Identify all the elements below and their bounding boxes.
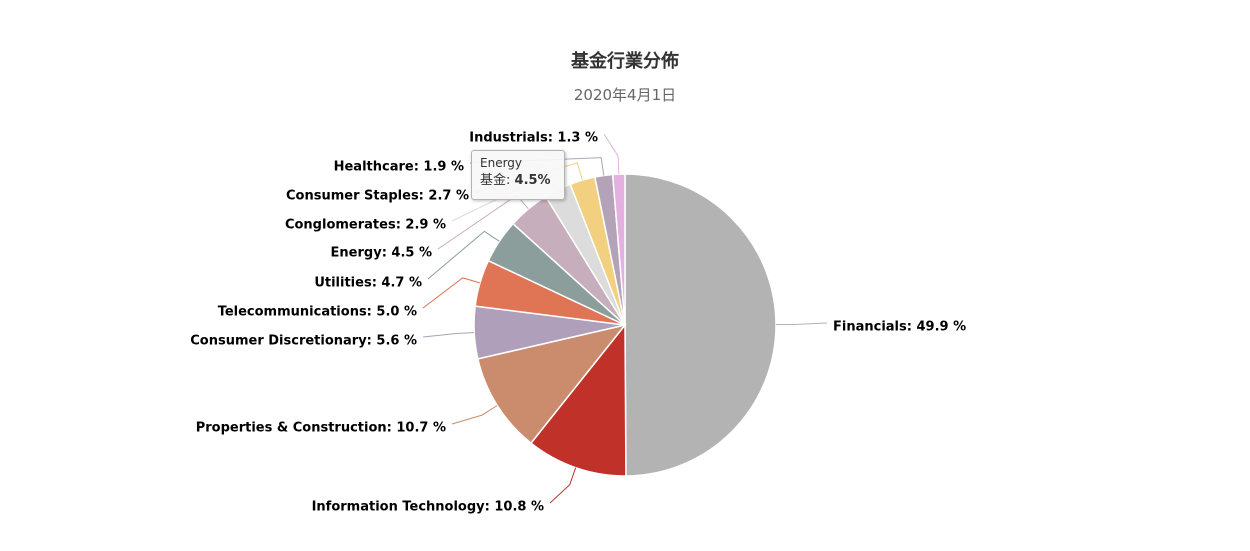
slice-label-telecommunications: Telecommunications: 5.0 % bbox=[218, 305, 417, 320]
slice-labels: Financials: 49.9 % Information Technology… bbox=[190, 131, 966, 515]
tooltip-value: 4.5% bbox=[514, 173, 551, 188]
slice-label-information-technology: Information Technology: 10.8 % bbox=[312, 500, 544, 515]
slice-label-consumer-discretionary: Consumer Discretionary: 5.6 % bbox=[190, 334, 417, 349]
connector-telecommunications bbox=[422, 277, 481, 309]
slice-label-properties-and-construction: Properties & Construction: 10.7 % bbox=[196, 421, 446, 436]
tooltip-row: 基金: 4.5% bbox=[480, 173, 551, 188]
connector-information-technology bbox=[549, 467, 577, 504]
pie-slice-information-technology[interactable] bbox=[529, 322, 627, 477]
tooltip-series-name: 基金 bbox=[480, 173, 507, 188]
connector-utilities bbox=[427, 230, 500, 280]
connector-properties-and-construction bbox=[451, 405, 498, 425]
chart-tooltip: Energy 基金: 4.5% bbox=[471, 150, 565, 200]
slice-label-healthcare: Healthcare: 1.9 % bbox=[334, 160, 464, 175]
slice-label-utilities: Utilities: 4.7 % bbox=[314, 276, 422, 291]
chart-title: 基金行業分佈 bbox=[570, 50, 679, 72]
connector-consumer-discretionary bbox=[422, 332, 475, 338]
pie-slice-financials[interactable] bbox=[624, 173, 777, 477]
chart-subtitle: 2020年4月1日 bbox=[574, 86, 676, 104]
slice-label-financials: Financials: 49.9 % bbox=[833, 320, 966, 335]
slice-label-consumer-staples: Consumer Staples: 2.7 % bbox=[286, 189, 469, 204]
tooltip-point-name: Energy bbox=[480, 156, 523, 170]
connector-industrials bbox=[603, 133, 620, 175]
slice-label-industrials: Industrials: 1.3 % bbox=[469, 131, 598, 146]
slice-label-conglomerates: Conglomerates: 2.9 % bbox=[285, 218, 446, 233]
slice-label-energy: Energy: 4.5 % bbox=[331, 246, 432, 261]
connector-financials bbox=[775, 322, 828, 326]
pie-slices bbox=[473, 173, 777, 477]
